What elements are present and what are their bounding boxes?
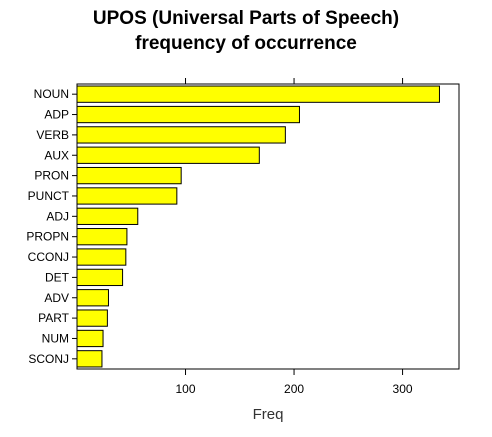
bar-punct xyxy=(76,187,178,205)
bar-aux xyxy=(76,146,260,164)
chart-title-line-1: UPOS (Universal Parts of Speech) xyxy=(93,8,399,29)
bar-num xyxy=(76,329,104,348)
chart-title-line-2: frequency of occurrence xyxy=(135,33,357,54)
bar-adv xyxy=(76,289,109,307)
bar-det xyxy=(76,268,124,287)
plot-frame xyxy=(76,83,460,370)
category-label-adv: ADV xyxy=(44,291,69,305)
bar-noun xyxy=(76,85,440,103)
bar-adp xyxy=(76,105,300,124)
bar-adj xyxy=(76,207,139,225)
category-labels: NOUN ADP VERB AUX PRON PUNCT ADJ PROPN CCONJ DET A… xyxy=(26,87,77,366)
axis-ticks: 100 200 300 xyxy=(176,78,413,396)
category-label-det: DET xyxy=(45,270,70,284)
category-label-num: NUM xyxy=(42,331,69,345)
bar-sconj xyxy=(76,350,103,368)
category-label-punct: PUNCT xyxy=(28,189,70,203)
category-label-adj: ADJ xyxy=(46,209,69,223)
category-label-verb: VERB xyxy=(36,128,69,142)
category-label-propn: PROPN xyxy=(26,230,69,244)
category-label-aux: AUX xyxy=(44,148,69,162)
bars-group xyxy=(76,85,440,368)
category-label-part: PART xyxy=(38,311,70,325)
bar-verb xyxy=(76,126,286,144)
x-tick-label: 200 xyxy=(284,382,304,396)
category-label-noun: NOUN xyxy=(34,87,69,101)
bar-cconj xyxy=(76,248,127,266)
category-label-cconj: CCONJ xyxy=(28,250,69,264)
x-axis-title: Freq xyxy=(253,406,284,423)
category-label-sconj: SCONJ xyxy=(28,352,69,366)
bar-pron xyxy=(76,166,182,185)
bar-propn xyxy=(76,228,128,246)
category-label-pron: PRON xyxy=(34,169,69,183)
category-label-adp: ADP xyxy=(44,108,69,122)
x-tick-label: 300 xyxy=(393,382,413,396)
bar-part xyxy=(76,309,108,327)
x-tick-label: 100 xyxy=(176,382,196,396)
